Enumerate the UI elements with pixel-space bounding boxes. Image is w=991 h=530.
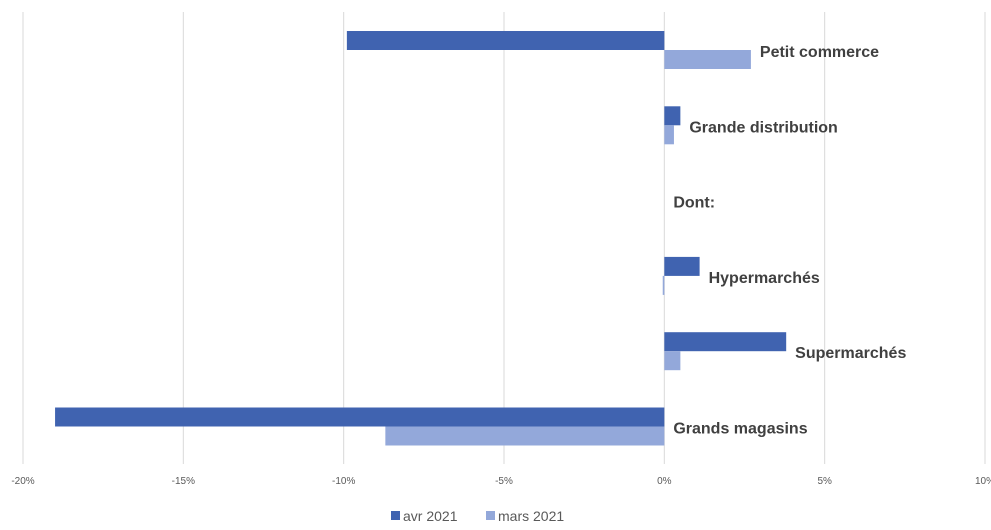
bar-avr-2021 (664, 106, 681, 126)
category-label: Hypermarchés (709, 270, 820, 287)
category-label: Grands magasins (673, 421, 807, 438)
bars (55, 31, 787, 446)
legend-label: mars 2021 (498, 508, 564, 524)
category-label: Supermarchés (795, 345, 906, 362)
x-tick-label: 5% (817, 476, 832, 487)
category-label: Grande distribution (689, 119, 837, 136)
bar-mars-2021 (385, 426, 665, 446)
bar-avr-2021 (55, 407, 665, 427)
x-tick-label: -10% (332, 476, 355, 487)
x-axis-tick-labels: -20% -15% -10% -5% 0% 5% 10% (11, 476, 991, 487)
x-tick-label: -5% (495, 476, 513, 487)
x-tick-label: 0% (657, 476, 672, 487)
gridlines (22, 12, 986, 464)
category-label: Dont: (673, 195, 715, 212)
legend-label: avr 2021 (403, 508, 458, 524)
bar-mars-2021 (664, 125, 674, 145)
bar-avr-2021 (664, 256, 700, 276)
bar-mars-2021 (664, 50, 751, 69)
category-label: Petit commerce (760, 44, 879, 61)
category-labels: Petit commerce Grande distribution Dont: Hy… (673, 44, 906, 438)
legend: avr 2021 mars 2021 (391, 508, 564, 524)
bar-avr-2021 (664, 332, 787, 352)
bar-avr-2021 (346, 31, 665, 50)
x-tick-label: -15% (172, 476, 195, 487)
legend-swatch (486, 511, 495, 520)
bar-mars-2021 (664, 351, 681, 371)
x-tick-label: -20% (11, 476, 34, 487)
x-tick-label: 10% (975, 476, 991, 487)
legend-swatch (391, 511, 400, 520)
bar-mars-2021 (662, 275, 665, 295)
